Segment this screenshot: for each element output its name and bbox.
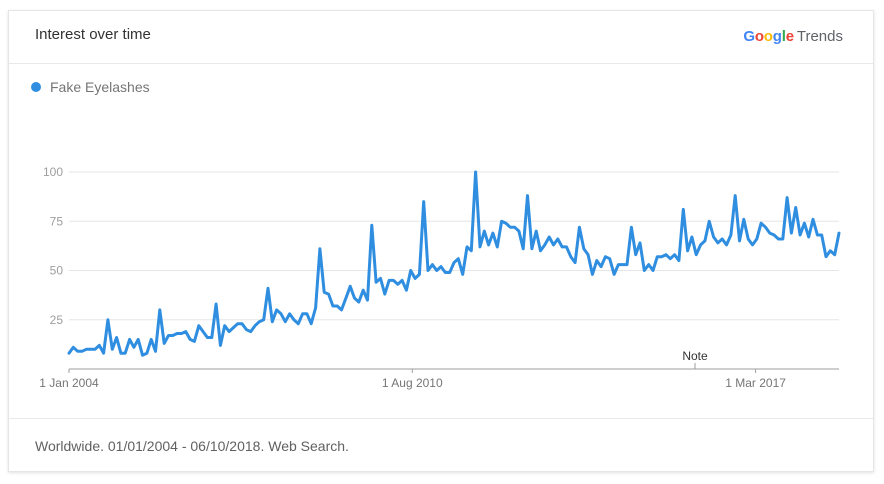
card-header: Interest over time Google Trends xyxy=(9,11,873,64)
chart-legend[interactable]: Fake Eyelashes xyxy=(31,79,150,95)
x-tick-label: 1 Jan 2004 xyxy=(39,376,99,390)
card-footer: Worldwide. 01/01/2004 - 06/10/2018. Web … xyxy=(9,418,873,471)
legend-marker xyxy=(31,82,41,92)
trends-wordmark: Trends xyxy=(796,28,843,45)
y-axis-ticks: 25 50 75 100 xyxy=(43,165,63,327)
legend-label: Fake Eyelashes xyxy=(50,79,150,95)
y-tick-label: 75 xyxy=(50,214,64,228)
footer-caption: Worldwide. 01/01/2004 - 06/10/2018. Web … xyxy=(35,438,349,454)
y-tick-label: 25 xyxy=(50,313,64,327)
chart-card: Interest over time Google Trends Fake Eye… xyxy=(8,10,874,472)
series-line-fake-eyelashes xyxy=(67,170,841,357)
y-tick-label: 100 xyxy=(43,165,63,179)
y-tick-label: 50 xyxy=(50,264,64,278)
x-tick-label: 1 Mar 2017 xyxy=(725,376,786,390)
x-tick-label: 1 Aug 2010 xyxy=(382,376,443,390)
grid-lines xyxy=(69,171,839,321)
line-chart[interactable]: 25 50 75 100 1 Jan 2004 1 Aug 2010 1 Mar 2017… xyxy=(9,11,875,473)
note-annotation: Note xyxy=(682,349,708,369)
card-title: Interest over time xyxy=(35,26,151,43)
x-axis-ticks: 1 Jan 2004 1 Aug 2010 1 Mar 2017 xyxy=(39,369,786,390)
google-trends-logo[interactable]: Google Trends xyxy=(743,28,843,45)
note-label[interactable]: Note xyxy=(682,349,708,363)
google-wordmark: Google xyxy=(743,28,794,45)
